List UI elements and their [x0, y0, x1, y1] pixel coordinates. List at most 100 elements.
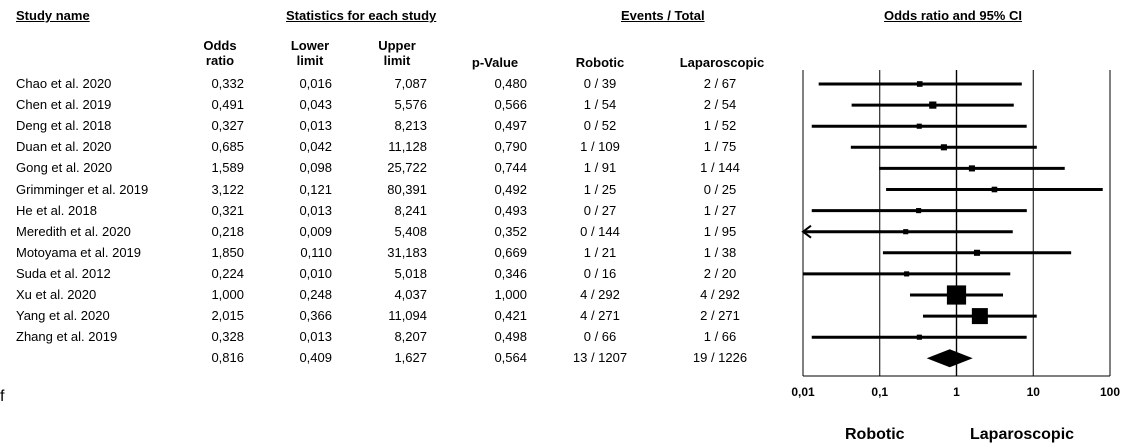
study-p-cell: 0,790: [494, 139, 527, 155]
point-estimate-marker: [904, 271, 910, 277]
study-p-cell: 0,492: [494, 181, 527, 197]
study-lap-cell: 1 / 144: [700, 160, 740, 176]
study-p-cell: 0,566: [494, 97, 527, 113]
study-name-cell: Chao et al. 2020: [16, 76, 112, 91]
study-p-cell: 0,346: [494, 265, 527, 281]
subheader-odds-ratio: Odds ratio: [203, 38, 237, 68]
study-upper-cell: 80,391: [387, 181, 427, 197]
study-or-cell: 1,589: [211, 160, 244, 176]
study-lower-cell: 0,013: [299, 329, 332, 345]
study-robotic-cell: 4 / 292: [580, 287, 620, 302]
study-lower-cell: 0,248: [299, 287, 332, 302]
ci-arrow: [801, 224, 812, 239]
study-lower-cell: 0,016: [299, 76, 332, 91]
study-or-cell: 0,327: [211, 118, 244, 134]
study-upper-cell: 7,087: [394, 76, 427, 91]
study-robotic-cell: 1 / 91: [583, 160, 617, 176]
study-robotic-cell: 1 / 21: [583, 244, 617, 260]
study-p-cell: 0,498: [494, 329, 527, 345]
header-plot: Odds ratio and 95% CI: [884, 8, 1022, 23]
study-upper-cell: 5,576: [394, 97, 427, 113]
point-estimate-marker: [973, 249, 981, 256]
point-estimate-marker: [968, 165, 975, 172]
stray-character: f: [0, 388, 5, 405]
study-name-cell: He et al. 2018: [16, 202, 97, 218]
study-upper-cell: 5,018: [394, 265, 427, 281]
study-lower-cell: 0,043: [299, 97, 332, 113]
study-or-cell: 0,328: [211, 329, 244, 345]
study-lap-cell: 2 / 67: [703, 76, 737, 91]
favours-laparoscopic-label: Laparoscopic: [970, 426, 1075, 443]
study-lap-cell: 1 / 38: [703, 244, 737, 260]
favours-robotic-label: Robotic: [845, 426, 905, 443]
study-lower-cell: 0,010: [299, 265, 332, 281]
study-upper-cell: 8,207: [394, 329, 427, 345]
point-estimate-marker: [916, 208, 922, 214]
x-tick-label: 0,1: [871, 385, 888, 399]
study-robotic-cell: 1 / 25: [583, 181, 617, 197]
study-name-cell: Suda et al. 2012: [16, 265, 111, 281]
study-p-cell: 1,000: [494, 287, 527, 302]
point-estimate-marker: [991, 186, 998, 193]
study-lower-cell: 0,042: [299, 139, 332, 155]
point-estimate-marker: [916, 334, 922, 340]
x-tick-label: 1: [953, 385, 960, 399]
study-lower-cell: 0,009: [299, 223, 332, 239]
study-lower-cell: 0,110: [300, 244, 332, 260]
pooled-diamond: [926, 349, 973, 368]
study-upper-cell: 8,213: [394, 118, 427, 134]
study-or-cell: 2,015: [211, 308, 244, 324]
point-estimate-marker: [916, 123, 922, 129]
pooled-p-cell: 0,564: [494, 350, 527, 366]
header-events: Events / Total: [621, 8, 705, 23]
point-estimate-marker: [946, 285, 967, 305]
study-p-cell: 0,744: [494, 160, 527, 176]
study-p-cell: 0,493: [494, 202, 527, 218]
study-name-cell: Deng et al. 2018: [16, 118, 112, 134]
study-robotic-cell: 0 / 27: [583, 202, 617, 218]
study-p-cell: 0,497: [494, 118, 527, 134]
study-lap-cell: 1 / 75: [703, 139, 737, 155]
study-lap-cell: 1 / 66: [703, 329, 737, 345]
x-tick-label: 0,01: [791, 385, 815, 399]
study-lap-cell: 4 / 292: [700, 287, 740, 302]
subheader-lower-limit: Lower limit: [290, 38, 330, 68]
study-p-cell: 0,669: [494, 244, 527, 260]
study-robotic-cell: 0 / 144: [580, 223, 620, 239]
study-p-cell: 0,480: [494, 76, 527, 91]
study-p-cell: 0,421: [494, 308, 527, 324]
header-statistics: Statistics for each study: [286, 8, 437, 23]
study-lower-cell: 0,013: [299, 118, 332, 134]
point-estimate-marker: [916, 81, 923, 87]
study-lap-cell: 1 / 27: [703, 202, 737, 218]
study-robotic-cell: 1 / 109: [580, 139, 620, 155]
study-name-cell: Grimminger et al. 2019: [16, 181, 149, 197]
study-name-cell: Gong et al. 2020: [16, 160, 113, 176]
study-robotic-cell: 1 / 54: [583, 97, 617, 113]
study-upper-cell: 11,094: [388, 308, 427, 324]
study-name-cell: Motoyama et al. 2019: [16, 244, 142, 260]
study-or-cell: 3,122: [211, 181, 244, 197]
study-or-cell: 0,321: [211, 202, 244, 218]
study-robotic-cell: 0 / 39: [583, 76, 617, 91]
point-estimate-marker: [929, 101, 937, 109]
study-upper-cell: 25,722: [387, 160, 427, 176]
subheader-p-value: p-Value: [471, 55, 519, 70]
study-or-cell: 0,224: [211, 265, 244, 281]
study-or-cell: 1,000: [211, 287, 244, 302]
study-lap-cell: 2 / 54: [703, 97, 737, 113]
pooled-or-cell: 0,816: [211, 350, 244, 366]
x-tick-label: 100: [1100, 385, 1120, 399]
study-name-cell: Zhang et al. 2019: [16, 329, 118, 345]
subheader-upper-limit: Upper limit: [378, 38, 416, 68]
pooled-robotic-cell: 13 / 1207: [572, 350, 628, 366]
study-name-cell: Duan et al. 2020: [16, 139, 112, 155]
study-or-cell: 0,491: [211, 97, 244, 113]
point-estimate-marker: [940, 144, 947, 151]
study-lap-cell: 0 / 25: [703, 181, 737, 197]
pooled-lap-cell: 19 / 1226: [692, 350, 748, 366]
study-or-cell: 0,218: [211, 223, 244, 239]
header-study-name: Study name: [16, 8, 90, 23]
